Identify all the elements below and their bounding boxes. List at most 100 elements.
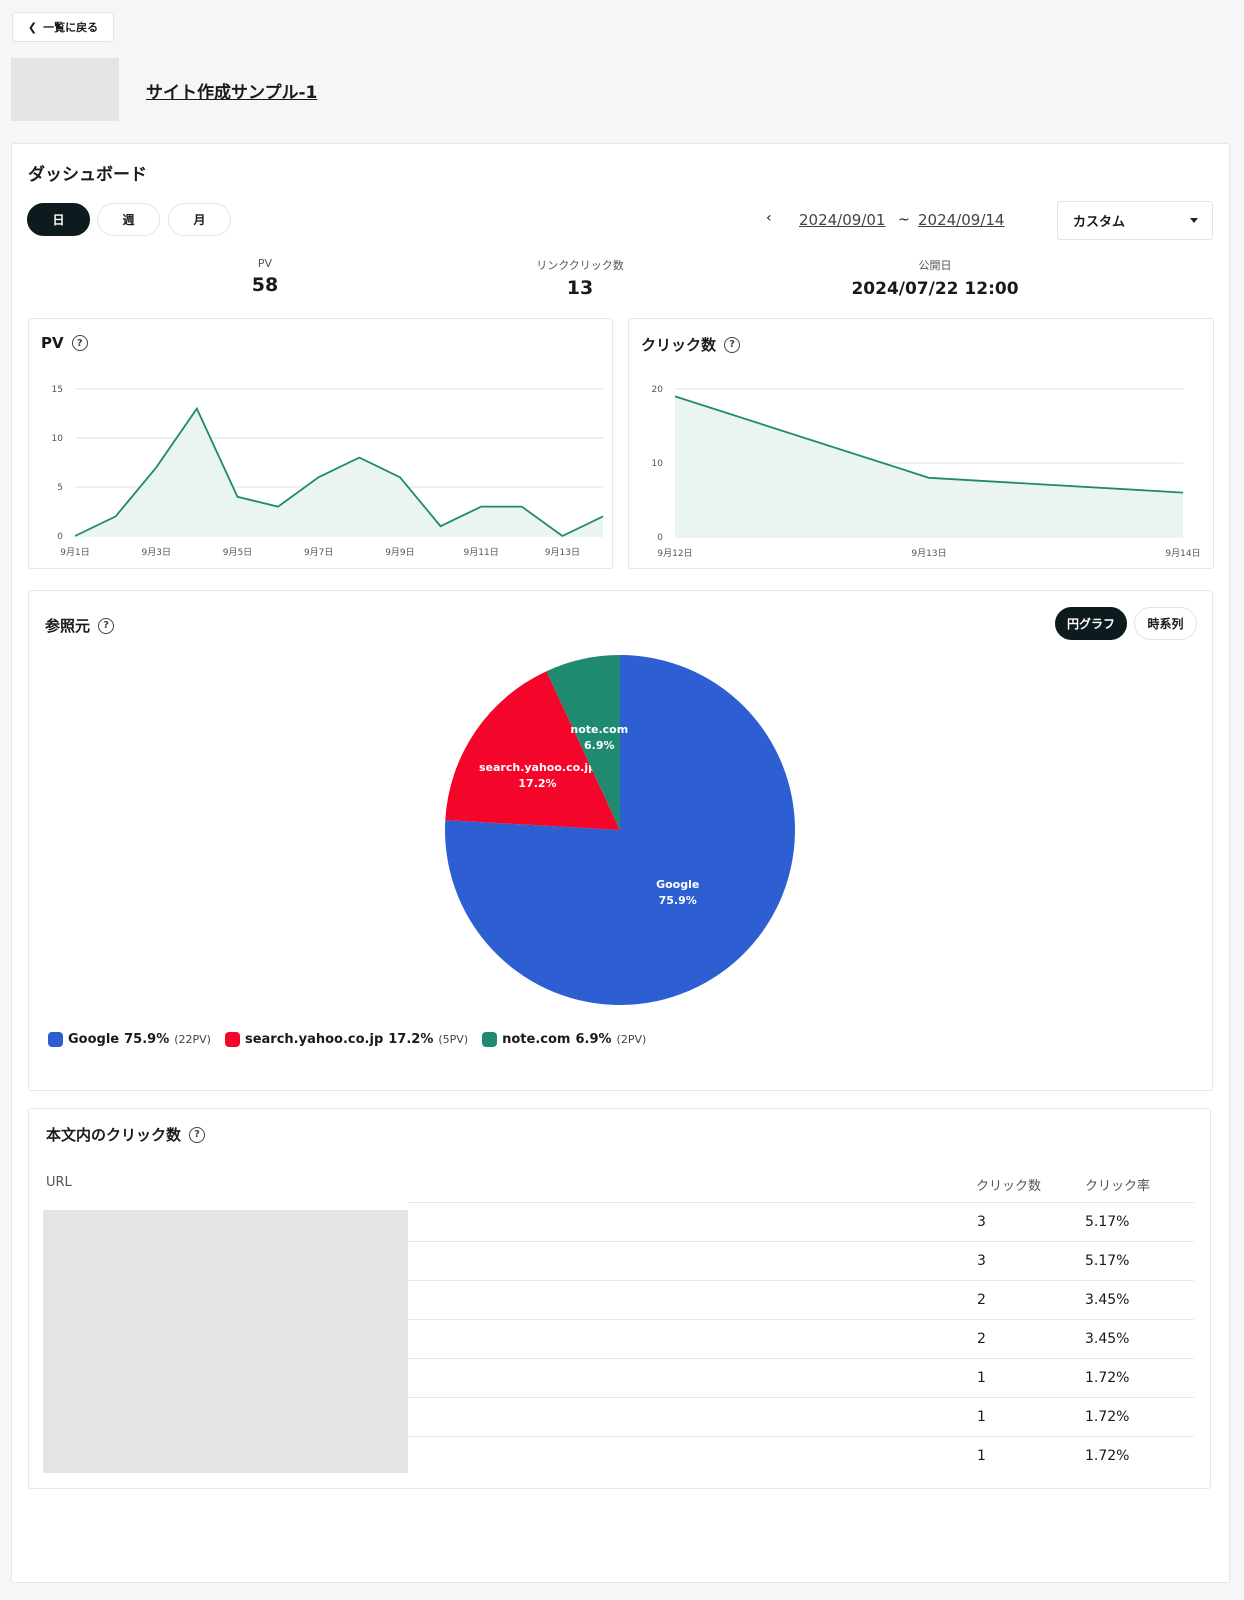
table-cell-clicks: 3 [977,1253,986,1269]
row-divider [408,1319,1194,1320]
y-tick-label: 5 [57,483,63,493]
row-divider [408,1358,1194,1359]
area-fill [675,396,1183,537]
help-icon[interactable]: ? [189,1126,206,1143]
y-tick-label: 0 [57,532,63,542]
url-list-redacted [43,1210,408,1473]
legend-pv-yahoo: (5PV) [438,1033,469,1046]
back-button[interactable]: ❮ 一覧に戻る [12,12,114,42]
y-tick-label: 10 [52,434,64,444]
x-tick-label: 9月13日 [545,547,580,558]
table-cell-clicks: 2 [977,1292,986,1308]
pie-label-name: note.com [570,723,628,736]
pie-label-name: search.yahoo.co.jp [479,761,596,774]
chevron-left-icon: ❮ [27,20,38,34]
clicks-chart-title-text: クリック数 [641,336,717,354]
help-icon[interactable]: ? [71,335,88,351]
x-tick-label: 9月11日 [464,547,499,558]
legend-swatch-note [482,1032,498,1047]
legend-pv-note: (2PV) [616,1033,647,1046]
row-divider [408,1397,1194,1398]
stat-clicks-value: 13 [566,277,594,299]
pie-label-pct: 6.9% [584,739,615,752]
referrer-pie-chart: Google 75.9% search.yahoo.co.jp 17.2% note.c… [445,655,795,1005]
table-cell-clicks: 1 [977,1370,986,1386]
clicks-chart-title: クリック数 ? [641,334,741,355]
clicks-table-title: 本文内のクリック数 ? [46,1124,206,1145]
table-cell-rate: 5.17% [1085,1214,1130,1230]
chevron-left-icon[interactable]: ‹ [766,210,772,226]
referrer-title: 参照元 ? [45,615,115,636]
date-to-link[interactable]: 2024/09/14 [918,211,1005,229]
stat-published-value: 2024/07/22 12:00 [851,279,1019,299]
range-select[interactable]: カスタム [1057,201,1213,240]
site-title-link[interactable]: サイト作成サンプル-1 [146,83,318,103]
pv-chart-title-text: PV [41,334,64,352]
legend-item-note: note.com 6.9% (2PV) [482,1032,646,1047]
y-tick-label: 0 [657,533,663,543]
row-divider [408,1241,1194,1242]
series-line [74,406,604,538]
help-icon[interactable]: ? [724,336,741,353]
y-tick-label: 20 [652,385,664,395]
clicks-table-title-text: 本文内のクリック数 [46,1126,182,1144]
dashboard-title: ダッシュボード [28,165,147,185]
period-tab-day[interactable]: 日 [27,203,90,236]
table-cell-clicks: 1 [977,1448,986,1464]
x-tick-label: 9月12日 [657,548,692,559]
x-tick-label: 9月5日 [223,547,252,558]
back-button-label: 一覧に戻る [43,21,99,34]
legend-pv-google: (22PV) [174,1033,211,1046]
x-tick-label: 9月14日 [1165,548,1200,559]
referrer-legend: Google 75.9% (22PV) search.yahoo.co.jp 1… [48,1032,646,1047]
stat-pv: PV 58 [215,257,315,296]
toggle-pie-button[interactable]: 円グラフ [1055,607,1127,640]
legend-pct-google: 75.9% [124,1032,170,1047]
help-icon[interactable]: ? [98,617,115,634]
legend-item-google: Google 75.9% (22PV) [48,1032,211,1047]
stat-published-label: 公開日 [918,259,952,272]
row-divider [408,1202,1194,1203]
x-tick-label: 9月1日 [60,547,89,558]
pie-slice-note-com [546,655,620,830]
pv-chart: 0 5 10 15 9月1日 9月3日 9月5日 9月7日 9月9日 9月11日 9月13日 [52,385,604,558]
pie-label-name: Google [656,878,699,891]
period-tab-month[interactable]: 月 [168,203,231,236]
range-select-value: カスタム [1073,215,1126,230]
stat-pv-label: PV [257,257,273,270]
table-cell-clicks: 1 [977,1409,986,1425]
period-tab-week[interactable]: 週 [97,203,160,236]
stat-published: 公開日 2024/07/22 12:00 [835,257,1035,299]
date-from-link[interactable]: 2024/09/01 [799,211,886,229]
column-header-url: URL [46,1175,72,1190]
legend-swatch-yahoo [224,1032,240,1047]
clicks-chart: 0 10 20 9月12日 9月13日 9月14日 [652,385,1201,559]
caret-down-icon [1190,218,1198,223]
legend-swatch-google [48,1032,63,1047]
pie-label-pct: 17.2% [518,777,556,790]
row-divider [408,1436,1194,1437]
x-tick-label: 9月9日 [385,547,414,558]
table-cell-clicks: 2 [977,1331,986,1347]
legend-name-note: note.com [502,1032,571,1047]
referrer-title-text: 参照元 [45,617,91,635]
x-tick-label: 9月7日 [304,547,333,558]
date-separator: ~ [898,212,910,228]
legend-name-yahoo: search.yahoo.co.jp [244,1032,384,1047]
x-tick-label: 9月13日 [911,548,946,559]
site-thumbnail [11,58,119,121]
table-cell-rate: 3.45% [1085,1292,1130,1308]
area-fill [75,408,603,536]
column-header-rate: クリック率 [1085,1179,1151,1194]
y-tick-label: 15 [52,385,63,395]
stat-clicks: リンククリック数 13 [510,257,650,299]
stat-clicks-label: リンククリック数 [536,259,624,272]
stat-pv-value: 58 [251,274,279,296]
table-cell-rate: 3.45% [1085,1331,1130,1347]
table-cell-rate: 1.72% [1085,1370,1130,1386]
y-tick-label: 10 [652,459,664,469]
table-cell-clicks: 3 [977,1214,986,1230]
toggle-series-button[interactable]: 時系列 [1134,607,1197,640]
row-divider [408,1280,1194,1281]
table-cell-rate: 1.72% [1085,1409,1130,1425]
